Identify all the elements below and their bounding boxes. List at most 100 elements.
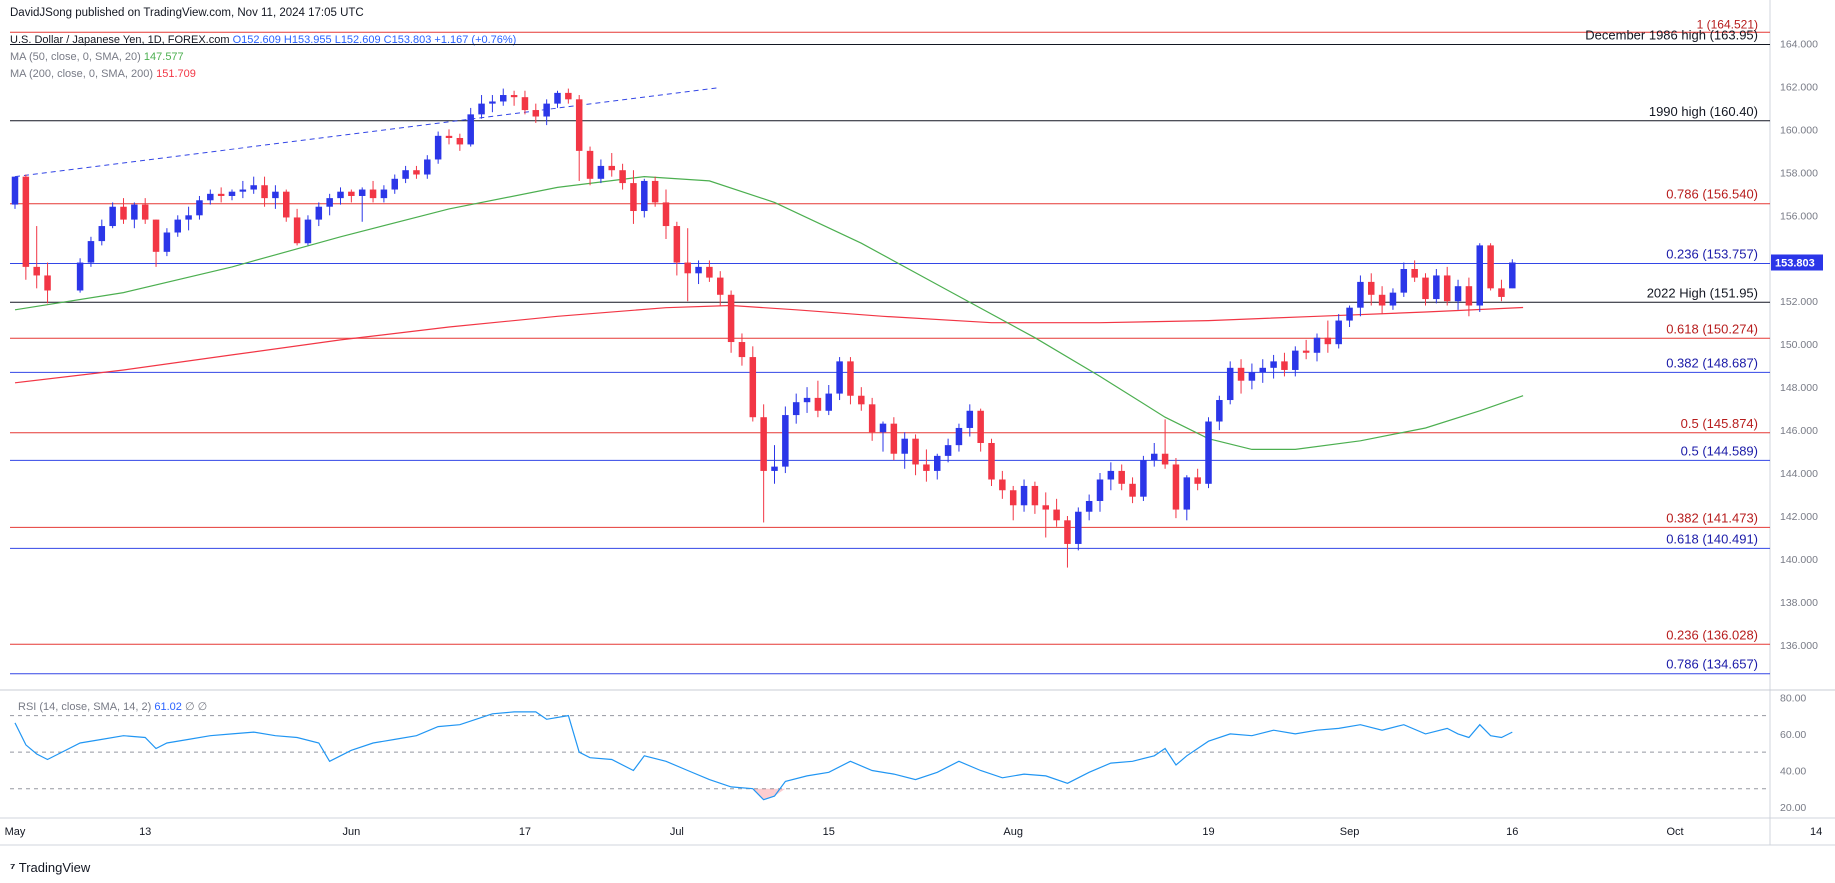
candle-body: [868, 404, 876, 433]
candle-body: [1194, 477, 1201, 484]
candle-body: [196, 200, 203, 216]
price-tick-label: 138.000: [1780, 597, 1818, 609]
candle-body: [738, 342, 746, 358]
candle-body: [760, 417, 767, 471]
price-tick-label: 152.000: [1780, 296, 1818, 308]
candle-body: [217, 193, 225, 196]
candle-body: [87, 241, 95, 263]
price-tick-label: 158.000: [1780, 167, 1818, 179]
candle-body: [1226, 367, 1234, 401]
candle-body: [369, 189, 377, 199]
candle-body: [1009, 490, 1017, 506]
price-tick-label: 142.000: [1780, 511, 1818, 523]
rsi-line: [14, 711, 1513, 801]
rsi-tick-label: 60.00: [1780, 729, 1806, 741]
candle-body: [923, 464, 930, 471]
candle-body: [1487, 245, 1494, 289]
rsi-tick-label: 80.00: [1780, 692, 1806, 704]
time-tick-label: Sep: [1340, 826, 1360, 838]
candle-body: [1118, 470, 1125, 484]
candle-body: [250, 185, 257, 190]
candle-body: [1498, 288, 1505, 297]
candle-body: [814, 397, 822, 411]
ma50-legend[interactable]: MA (50, close, 0, SMA, 20) 147.577: [10, 51, 184, 63]
candle-body: [1433, 275, 1440, 300]
candle-body: [478, 103, 485, 115]
level-label: 0.382 (148.687): [1666, 355, 1758, 370]
candle-body: [120, 206, 127, 220]
candle-body: [22, 176, 30, 267]
ma50-label: MA (50, close, 0, SMA, 20): [10, 51, 141, 63]
candle-body: [1400, 269, 1408, 293]
rsi-extra: ∅ ∅: [184, 701, 208, 713]
candle-body: [1151, 453, 1158, 461]
level-label: 0.5 (145.874): [1681, 416, 1758, 431]
rsi-label: RSI (14, close, SMA, 14, 2): [18, 701, 152, 713]
candle-body: [304, 219, 312, 244]
candle-body: [1292, 350, 1299, 370]
level-label: 0.236 (153.757): [1666, 246, 1758, 261]
tradingview-logo[interactable]: ⁷ TradingView: [10, 860, 90, 875]
candle-body: [293, 217, 301, 244]
time-tick-label: 13: [139, 826, 151, 838]
candle-body: [695, 266, 702, 274]
candle-body: [358, 189, 366, 196]
candle-body: [1509, 262, 1516, 289]
time-tick-label: Jun: [342, 826, 360, 838]
candle-body: [1335, 320, 1342, 345]
level-label: 0.5 (144.589): [1681, 443, 1758, 458]
candle-body: [1346, 307, 1353, 321]
candle-body: [586, 150, 594, 179]
candle-body: [1085, 500, 1093, 512]
candle-body: [272, 191, 279, 199]
symbol-name[interactable]: U.S. Dollar / Japanese Yen, 1D, FOREX.co…: [10, 34, 230, 46]
candle-body: [456, 137, 464, 145]
candle-body: [684, 262, 691, 274]
rsi-legend[interactable]: RSI (14, close, SMA, 14, 2) 61.02 ∅ ∅: [18, 700, 207, 713]
level-label: 0.786 (156.540): [1666, 187, 1758, 202]
candle-body: [44, 275, 51, 291]
candle-body: [565, 92, 572, 100]
candle-body: [912, 438, 919, 465]
candle-body: [662, 202, 670, 227]
candle-body: [944, 445, 952, 456]
candle-body: [1183, 477, 1191, 510]
candle-body: [977, 410, 984, 443]
candle-body: [803, 397, 811, 403]
candle-body: [879, 423, 887, 433]
candle-body: [1302, 350, 1310, 353]
candle-body: [619, 170, 626, 184]
candle-body: [1389, 292, 1397, 306]
candle-body: [717, 277, 724, 295]
candle-body: [402, 170, 409, 179]
candle-body: [1107, 470, 1115, 480]
candle-body: [152, 219, 160, 252]
symbol-line: U.S. Dollar / Japanese Yen, 1D, FOREX.co…: [10, 34, 516, 46]
price-tick-label: 136.000: [1780, 640, 1818, 652]
level-label: 0.618 (140.491): [1666, 531, 1758, 546]
price-tick-label: 162.000: [1780, 81, 1818, 93]
level-label: December 1986 high (163.95): [1585, 28, 1758, 43]
level-label: 1990 high (160.40): [1649, 104, 1758, 119]
candle-body: [771, 466, 778, 471]
candle-body: [630, 183, 637, 212]
rsi-tick-label: 40.00: [1780, 765, 1806, 777]
ma200-legend[interactable]: MA (200, close, 0, SMA, 200) 151.709: [10, 68, 196, 80]
time-tick-label: 14: [1810, 826, 1822, 838]
rsi-oversold-fill: [731, 788, 786, 800]
level-label: 0.786 (134.657): [1666, 657, 1758, 672]
price-tick-label: 150.000: [1780, 339, 1818, 351]
level-label: 0.618 (150.274): [1666, 321, 1758, 336]
candle-body: [1368, 281, 1375, 295]
candle-body: [239, 189, 247, 192]
publisher-line: DavidJSong published on TradingView.com,…: [10, 7, 364, 19]
candle-body: [1020, 485, 1028, 506]
candle-body: [1140, 460, 1147, 497]
candle-body: [901, 438, 908, 454]
price-tick-label: 164.000: [1780, 38, 1818, 50]
candle-body: [532, 110, 540, 117]
time-tick-label: 16: [1506, 826, 1518, 838]
candle-body: [1378, 294, 1386, 306]
time-tick-label: 17: [519, 826, 531, 838]
